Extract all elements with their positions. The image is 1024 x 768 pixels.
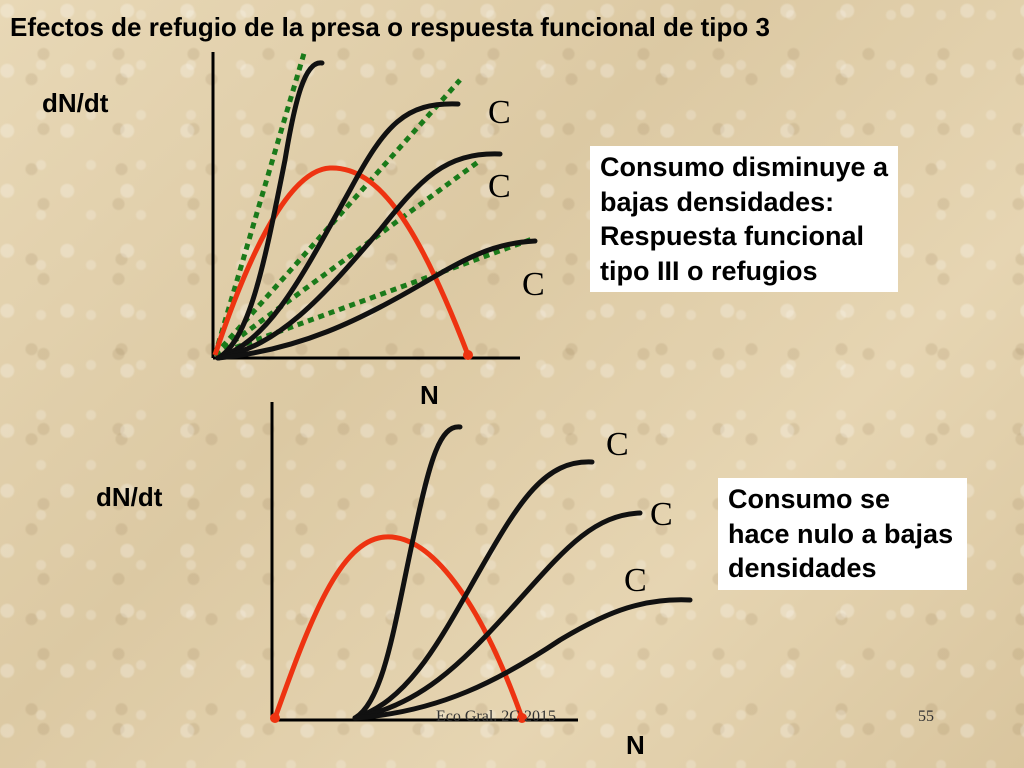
bottom-explanation-box: Consumo se hace nulo a bajas densidades (718, 478, 968, 590)
bottom-note-line-2: hace nulo a bajas (728, 518, 954, 549)
bottom-production-curve (272, 534, 525, 719)
top-panel-graph (211, 49, 538, 361)
bottom-x-axis-label: N (626, 730, 645, 760)
bottom-note-line-3: densidades (728, 553, 877, 584)
top-production-end-dot (463, 350, 473, 360)
top-explanation-box: Consumo disminuye a bajas densidades: Re… (590, 146, 899, 293)
bottom-curve-label-2: C (650, 496, 673, 533)
top-curve-label-2: C (488, 168, 511, 205)
bottom-consumption-curve-4 (352, 597, 693, 721)
top-type2-line-1 (212, 49, 308, 356)
top-curve-label-1: C (488, 94, 511, 131)
top-curve-label-3: C (522, 266, 545, 303)
slide-title: Efectos de refugio de la presa o respues… (10, 12, 770, 42)
bottom-consumption-curve-2 (352, 459, 595, 721)
top-production-curve (212, 165, 471, 356)
bottom-curve-label-3: C (624, 562, 647, 599)
top-consumption-curve-1 (215, 60, 325, 361)
bottom-production-end-dot (517, 713, 527, 723)
top-note-line-2: bajas densidades: (600, 186, 835, 217)
footer-source: Eco Gral. 2C 2015 (436, 708, 556, 725)
top-note-line-4: tipo III o refugios (600, 255, 818, 286)
top-y-axis-label: dN/dt (42, 88, 109, 118)
top-note-line-1: Consumo disminuye a (600, 152, 889, 182)
bottom-panel-graph (270, 402, 693, 723)
top-consumption-curve-2 (215, 101, 461, 361)
bottom-consumption-curve-1 (352, 424, 463, 721)
bottom-consumption-curve-3 (352, 510, 643, 721)
top-note-line-3: Respuesta funcional (600, 221, 865, 252)
bottom-note-line-1: Consumo se (728, 484, 891, 514)
top-x-axis-label: N (420, 380, 439, 410)
bottom-y-axis-label: dN/dt (96, 482, 163, 512)
footer-page-number: 55 (918, 708, 934, 725)
bottom-production-start-dot (270, 713, 280, 723)
top-consumption-curve-4 (215, 238, 538, 361)
top-consumption-curve-3 (215, 151, 503, 361)
bottom-curve-label-1: C (606, 426, 629, 463)
